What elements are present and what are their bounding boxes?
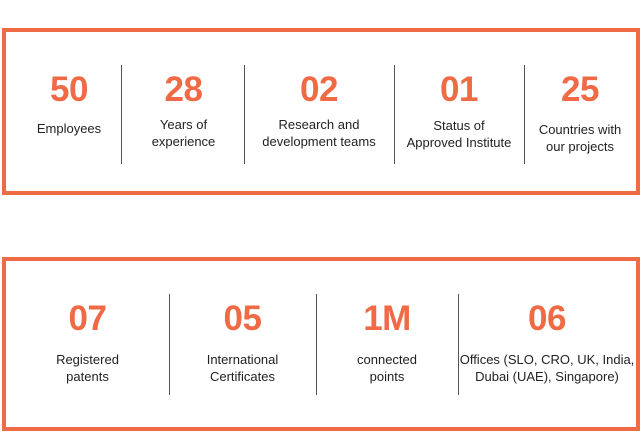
- stat-value: 01: [440, 70, 478, 109]
- stat-value: 28: [164, 70, 203, 109]
- stat-divider: [316, 294, 317, 395]
- stat-divider: [121, 65, 122, 164]
- stat-divider: [169, 294, 170, 395]
- stat-label: Status of Approved Institute: [406, 118, 512, 150]
- stat-value: 02: [300, 70, 338, 109]
- stat-connected-points: 1M connected points: [316, 261, 458, 427]
- stat-divider: [244, 65, 245, 164]
- stats-panel-top: 50 Employees 28 Years of experience 02 R…: [2, 28, 640, 195]
- stat-label: Offices (SLO, CRO, UK, India, Dubai (UAE…: [459, 352, 635, 384]
- stat-divider: [524, 65, 525, 164]
- stat-divider: [394, 65, 395, 164]
- stat-offices: 06 Offices (SLO, CRO, UK, India, Dubai (…: [458, 261, 636, 427]
- stat-label: Research and development teams: [262, 117, 376, 149]
- stat-label: International Certificates: [206, 352, 279, 384]
- stat-patents: 07 Registered patents: [6, 261, 169, 427]
- stat-research-teams: 02 Research and development teams: [244, 32, 394, 191]
- stat-value: 1M: [363, 299, 411, 338]
- stat-label: Registered patents: [56, 352, 119, 384]
- stat-approved-institute: 01 Status of Approved Institute: [394, 32, 524, 191]
- stat-label: Years of experience: [151, 117, 216, 149]
- stat-label: Employees: [36, 121, 102, 136]
- stat-certificates: 05 International Certificates: [169, 261, 316, 427]
- stats-panel-bottom: 07 Registered patents 05 International C…: [2, 257, 640, 431]
- stat-label: Countries with our projects: [538, 122, 622, 154]
- stat-years-experience: 28 Years of experience: [121, 32, 246, 191]
- stat-value: 50: [50, 70, 88, 109]
- stat-countries: 25 Countries with our projects: [524, 32, 636, 191]
- stat-employees: 50 Employees: [6, 32, 132, 191]
- stat-value: 07: [68, 299, 107, 338]
- stat-value: 05: [223, 299, 262, 338]
- stat-divider: [458, 294, 459, 395]
- stat-value: 25: [561, 70, 599, 109]
- stat-value: 06: [528, 299, 566, 338]
- stat-label: connected points: [357, 352, 417, 384]
